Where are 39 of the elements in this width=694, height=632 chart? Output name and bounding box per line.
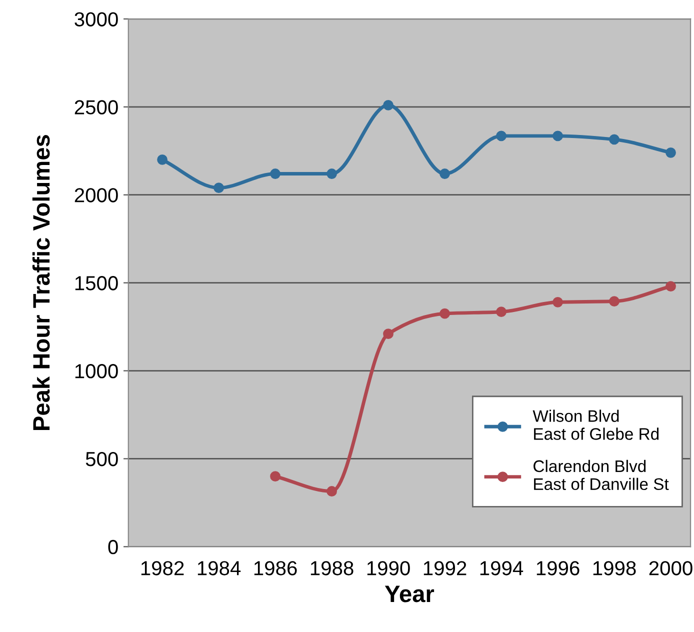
point (496, 130, 506, 142)
x-tick-label: 1982 (141, 561, 184, 576)
x-tick-label: 1994 (480, 561, 524, 576)
x-tick-label: 1984 (198, 561, 241, 576)
point (383, 328, 394, 340)
point (270, 168, 280, 179)
point (609, 296, 620, 306)
x-tick-label: 1998 (593, 561, 636, 576)
point (440, 168, 450, 179)
x-tick-label: 1992 (424, 561, 466, 576)
point (666, 281, 676, 292)
x-tick-label: 1986 (254, 561, 297, 576)
point (157, 154, 168, 165)
y-tick-label: 2000 (74, 188, 118, 202)
x-tick-label: 1988 (310, 561, 354, 576)
x-axis-title: Year (384, 586, 434, 602)
y-axis-title: Peak Hour Traffic Volumes (32, 135, 50, 430)
point (552, 296, 563, 308)
point (496, 306, 506, 318)
point (666, 147, 676, 158)
x-tick-label: 1990 (367, 561, 410, 576)
y-tick-label: 0 (108, 540, 118, 554)
point (552, 130, 563, 142)
point (383, 100, 394, 110)
point (326, 486, 337, 496)
y-tick-label: 500 (86, 452, 118, 466)
point (326, 168, 337, 179)
x-tick-label: 2000 (649, 561, 692, 576)
y-tick-label: 2500 (74, 100, 118, 114)
point (270, 471, 280, 482)
y-tick-label: 1500 (75, 276, 118, 290)
point (440, 308, 450, 319)
x-tick-label: 1996 (536, 561, 580, 576)
y-tick-label: 3000 (74, 12, 118, 26)
point (214, 182, 224, 194)
legend-label: Wilson Blvd East of Glebe Rd (532, 410, 659, 440)
y-tick-label: 1000 (75, 364, 118, 378)
point (609, 134, 620, 145)
legend-label: Clarendon Blvd East of Danville St (534, 460, 669, 490)
